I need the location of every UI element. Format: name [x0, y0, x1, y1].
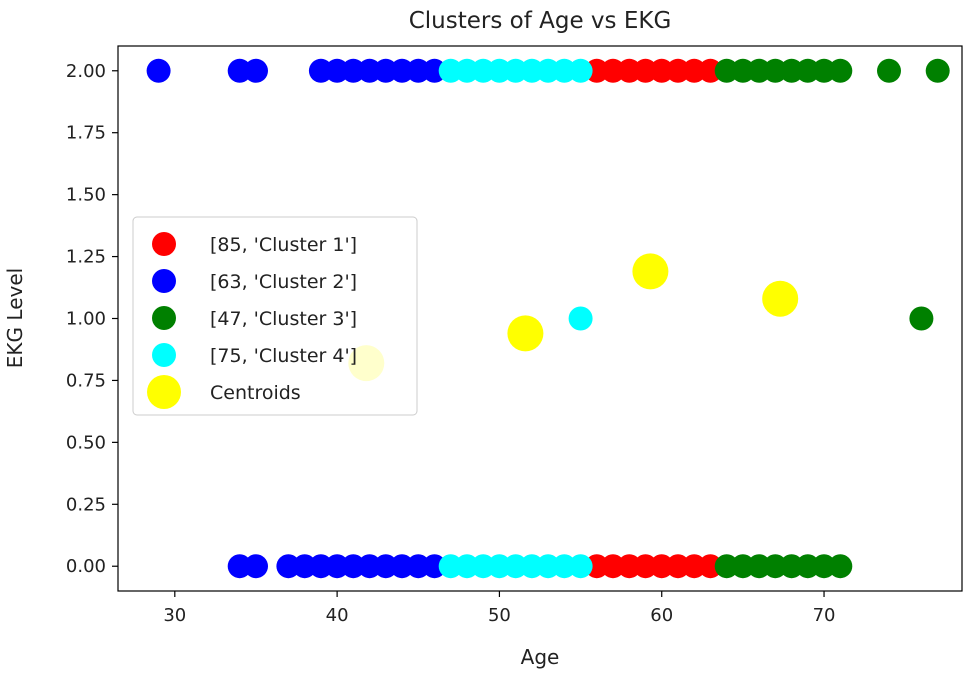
- cluster-point: [925, 58, 950, 83]
- x-tick-label: 70: [813, 605, 836, 626]
- cluster-point: [877, 58, 901, 83]
- y-tick-label: 0.00: [66, 556, 106, 577]
- legend-label: [75, 'Cluster 4']: [210, 345, 357, 367]
- legend-label: [85, 'Cluster 1']: [210, 234, 357, 256]
- cluster-point: [828, 554, 853, 579]
- chart-title: Clusters of Age vs EKG: [409, 8, 672, 34]
- y-axis-ticks: 0.00 0.25 0.50 0.75 1.00 1.25 1.50 1.75 2.00: [66, 61, 118, 577]
- cluster-point: [909, 306, 934, 331]
- x-axis-ticks: 30 40 50 60 70: [163, 591, 835, 626]
- legend-label: [63, 'Cluster 2']: [210, 271, 357, 293]
- y-tick-label: 2.00: [66, 61, 106, 82]
- centroid-point: [762, 280, 799, 317]
- x-tick-label: 60: [650, 605, 673, 626]
- legend-label: [47, 'Cluster 3']: [210, 308, 357, 330]
- legend-marker: [152, 232, 176, 256]
- legend-marker: [152, 343, 176, 367]
- cluster-point: [244, 554, 268, 579]
- x-tick-label: 40: [326, 605, 349, 626]
- y-tick-label: 1.75: [66, 123, 106, 144]
- y-tick-label: 1.25: [66, 247, 106, 268]
- y-tick-label: 1.00: [66, 309, 106, 330]
- y-tick-label: 0.50: [66, 432, 106, 453]
- legend-marker: [152, 269, 176, 293]
- cluster-point: [568, 306, 593, 331]
- y-tick-label: 0.25: [66, 494, 106, 515]
- x-tick-label: 30: [163, 605, 186, 626]
- legend-box: [132, 216, 418, 416]
- cluster-point: [146, 58, 171, 83]
- cluster-point: [244, 58, 268, 83]
- x-axis-label: Age: [521, 645, 560, 669]
- legend: [85, 'Cluster 1'] [63, 'Cluster 2'] [47, '…: [132, 216, 418, 416]
- centroid-point: [507, 315, 544, 352]
- cluster-point: [568, 554, 593, 579]
- legend-marker: [152, 306, 176, 330]
- x-tick-label: 50: [488, 605, 511, 626]
- cluster-point: [568, 58, 593, 83]
- legend-label: Centroids: [210, 382, 301, 404]
- y-tick-label: 0.75: [66, 370, 106, 391]
- y-tick-label: 1.50: [66, 185, 106, 206]
- centroid-point: [632, 253, 669, 290]
- y-axis-label: EKG Level: [3, 268, 27, 368]
- points-layer: [146, 58, 950, 579]
- cluster-point: [828, 58, 853, 83]
- legend-marker: [147, 375, 181, 409]
